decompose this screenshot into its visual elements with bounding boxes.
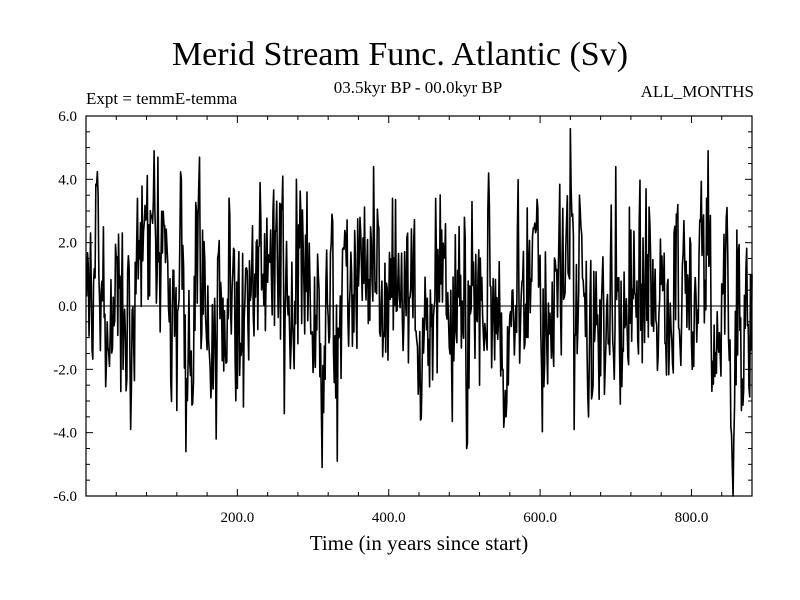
chart-title: Merid Stream Func. Atlantic (Sv): [171, 36, 629, 73]
x-tick-label: 800.0: [675, 510, 709, 526]
y-tick-label: 6.0: [58, 109, 77, 125]
x-tick-labels: 200.0 400.0 600.0 800.0: [220, 510, 708, 526]
y-tick-label: -6.0: [53, 489, 77, 505]
y-tick-label: -4.0: [53, 426, 77, 442]
experiment-label: Expt = temmE-temma: [86, 89, 238, 108]
y-tick-label: 4.0: [58, 172, 77, 188]
y-tick-label: 2.0: [58, 236, 77, 252]
series-line: [85, 127, 753, 497]
y-tick-labels: 6.0 4.0 2.0 0.0 -2.0 -4.0 -6.0: [53, 109, 77, 505]
x-tick-label: 600.0: [523, 510, 557, 526]
x-axis-title: Time (in years since start): [310, 531, 529, 555]
period-label: ALL_MONTHS: [640, 82, 754, 101]
y-tick-label: -2.0: [53, 362, 77, 378]
y-tick-label: 0.0: [58, 299, 77, 315]
x-tick-label: 200.0: [220, 510, 254, 526]
x-tick-label: 400.0: [372, 510, 406, 526]
chart-subtitle: 03.5kyr BP - 00.0kyr BP: [333, 78, 503, 97]
